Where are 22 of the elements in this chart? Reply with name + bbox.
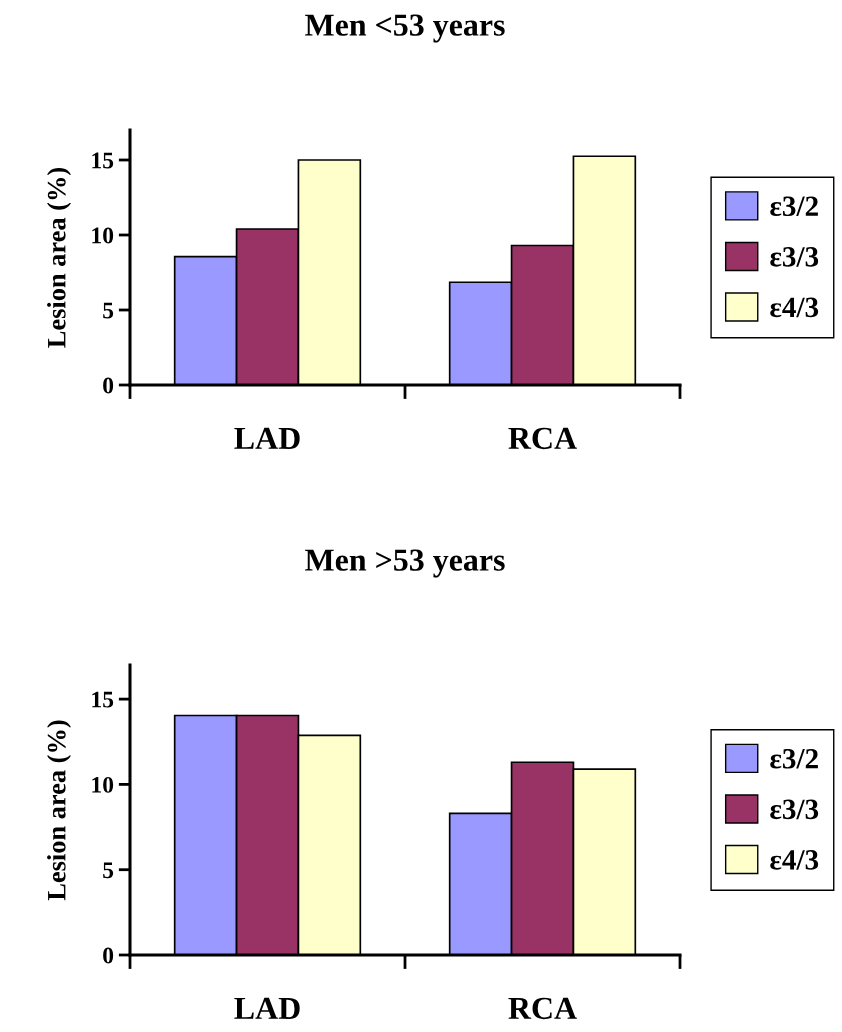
chart-title: Men >53 years bbox=[305, 549, 505, 578]
y-tick-label: 0 bbox=[103, 947, 114, 964]
y-tick-label: 5 bbox=[103, 302, 114, 319]
y-tick-label: 15 bbox=[92, 152, 114, 169]
x-tick-label: RCA bbox=[508, 997, 577, 1020]
legend-label: ε4/3 bbox=[770, 850, 819, 870]
legend-label: ε4/3 bbox=[770, 297, 819, 318]
y-tick-label: 0 bbox=[103, 377, 114, 394]
y-tick-label: 10 bbox=[92, 776, 114, 793]
legend-label: ε3/3 bbox=[770, 247, 819, 267]
y-tick-label: 15 bbox=[92, 691, 114, 708]
legend-label: ε3/3 bbox=[770, 799, 819, 820]
y-axis-title: Lesion area (%) bbox=[47, 720, 71, 901]
y-tick-label: 5 bbox=[103, 862, 114, 879]
y-axis-title: Lesion area (%) bbox=[47, 168, 71, 348]
chart-title: Men <53 years bbox=[305, 14, 505, 43]
legend-label: ε3/2 bbox=[770, 196, 818, 217]
x-tick-label: LAD bbox=[234, 997, 300, 1019]
legend-label: ε3/2 bbox=[770, 748, 818, 769]
y-tick-label: 10 bbox=[92, 227, 114, 244]
x-tick-label: LAD bbox=[234, 427, 300, 449]
x-tick-label: RCA bbox=[508, 427, 577, 450]
